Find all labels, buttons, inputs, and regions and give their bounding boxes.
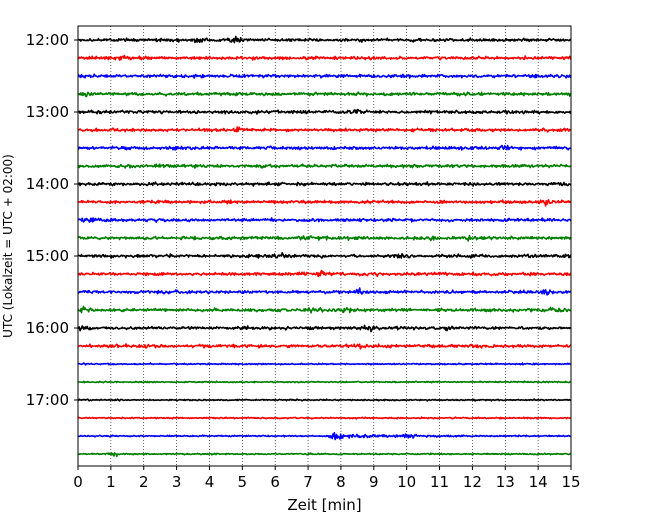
trace-1745 xyxy=(77,452,572,458)
x-tick-label: 11 xyxy=(430,473,449,491)
y-tick-label: 17:00 xyxy=(26,391,69,409)
x-tick-label: 2 xyxy=(139,473,149,491)
x-tick-label: 3 xyxy=(172,473,182,491)
x-tick-label: 6 xyxy=(270,473,280,491)
x-tick-label: 5 xyxy=(238,473,248,491)
x-tick-label: 12 xyxy=(463,473,482,491)
y-tick-label: 15:00 xyxy=(26,247,69,265)
x-tick-label: 14 xyxy=(529,473,548,491)
x-tick-label: 8 xyxy=(336,473,346,491)
trace-1615 xyxy=(77,343,572,350)
x-tick-label: 1 xyxy=(106,473,116,491)
trace-layer xyxy=(77,35,572,458)
trace-1230 xyxy=(77,73,572,79)
trace-1445 xyxy=(77,234,572,242)
trace-1345 xyxy=(77,163,572,169)
trace-1245 xyxy=(77,91,572,98)
trace-1315 xyxy=(77,126,572,133)
x-axis-title: Zeit [min] xyxy=(287,496,361,514)
trace-1200 xyxy=(77,35,572,44)
grid-layer xyxy=(110,26,539,466)
trace-1300 xyxy=(77,108,572,115)
trace-1415 xyxy=(77,199,572,207)
trace-1530 xyxy=(77,287,572,296)
trace-1215 xyxy=(77,54,572,61)
x-tick-label: 0 xyxy=(73,473,83,491)
trace-1700 xyxy=(77,398,572,402)
trace-1715 xyxy=(77,416,572,420)
trace-1400 xyxy=(77,181,572,187)
trace-1515 xyxy=(77,269,572,278)
y-tick-label: 16:00 xyxy=(26,319,69,337)
x-axis: 0 1 2 3 4 5 6 7 8 9 10 11 12 13 14 15 xyxy=(73,466,581,491)
trace-1545 xyxy=(77,305,572,314)
x-tick-label: 7 xyxy=(303,473,313,491)
trace-1500 xyxy=(77,252,572,259)
trace-1730 xyxy=(77,432,572,441)
x-tick-label: 15 xyxy=(561,473,580,491)
trace-1330 xyxy=(77,144,572,151)
plot-frame xyxy=(77,25,572,467)
y-axis: 12:00 13:00 14:00 15:00 16:00 17:00 xyxy=(26,31,78,409)
y-tick-label: 13:00 xyxy=(26,103,69,121)
trace-1645 xyxy=(77,380,572,384)
trace-1430 xyxy=(77,217,572,223)
x-tick-label: 9 xyxy=(369,473,379,491)
trace-1630 xyxy=(77,362,572,366)
y-axis-title: UTC (Lokalzeit = UTC + 02:00) xyxy=(1,154,15,338)
x-tick-label: 10 xyxy=(397,473,416,491)
y-tick-label: 14:00 xyxy=(26,175,69,193)
y-tick-label: 12:00 xyxy=(26,31,69,49)
trace-1600 xyxy=(77,324,572,333)
x-tick-label: 4 xyxy=(205,473,215,491)
x-tick-label: 13 xyxy=(496,473,515,491)
